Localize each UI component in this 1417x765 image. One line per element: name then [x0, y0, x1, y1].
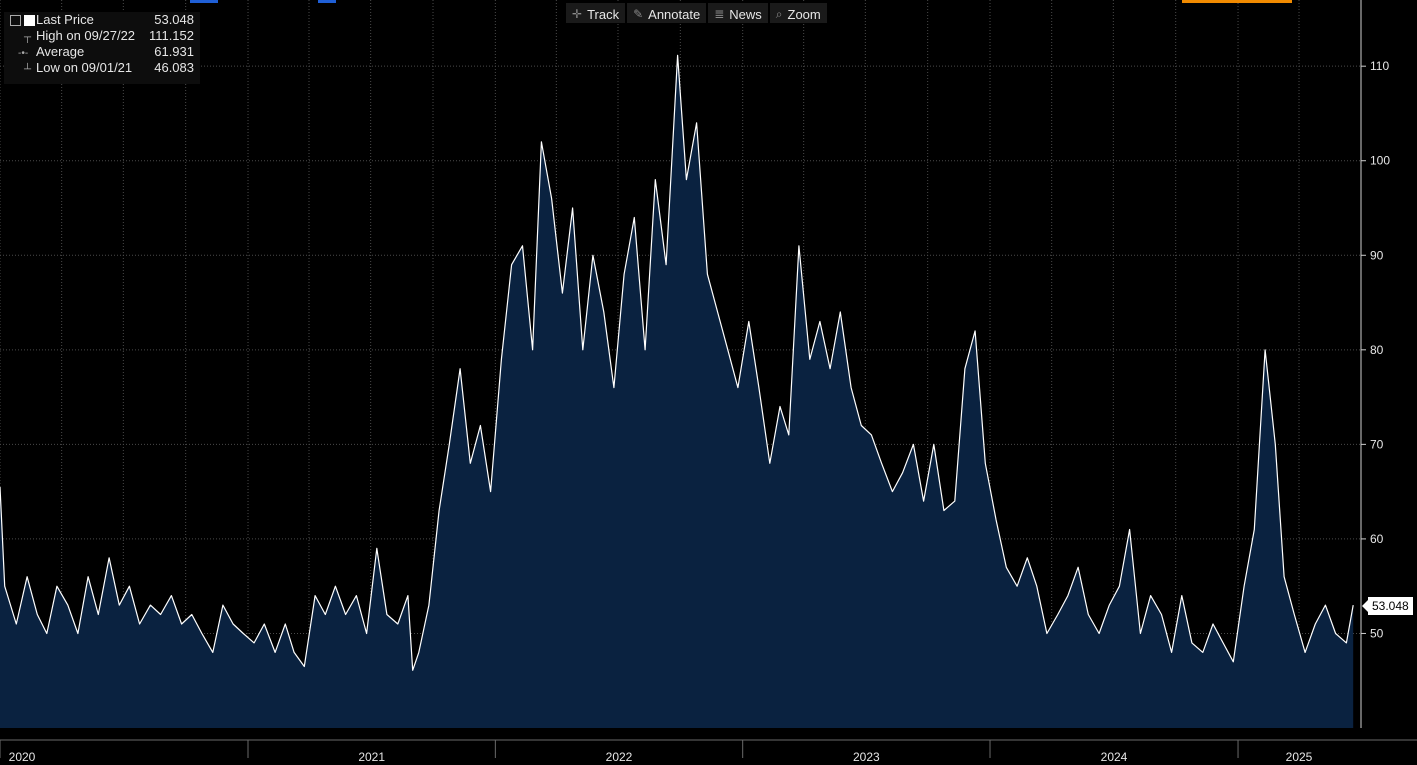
news-button[interactable]: ≣ News: [708, 3, 768, 23]
x-tick-label: 2020: [9, 750, 36, 764]
zoom-label: Zoom: [787, 6, 821, 22]
high-marker-icon: ┬: [24, 32, 32, 43]
y-tick-label: 60: [1370, 532, 1384, 546]
track-label: Track: [587, 6, 620, 22]
legend-value: 61.931: [154, 44, 194, 59]
top-accent-orange: [1182, 0, 1292, 3]
legend-label: Average: [36, 44, 85, 59]
annotate-button[interactable]: ✎ Annotate: [627, 3, 707, 23]
price-line: [0, 54, 1354, 671]
legend-label: Low on 09/01/21: [36, 60, 133, 75]
legend-value: 46.083: [154, 60, 194, 75]
legend-value: 111.152: [148, 28, 194, 43]
y-tick-label: 110: [1370, 59, 1389, 73]
zoom-button[interactable]: ⌕ Zoom: [769, 3, 827, 23]
y-tick-label: 50: [1370, 626, 1384, 640]
legend-row-last-price[interactable]: Last Price 53.048: [4, 12, 200, 28]
y-tick-label: 70: [1370, 437, 1384, 451]
x-tick-label: 2023: [853, 750, 880, 764]
legend-value: 53.048: [154, 12, 194, 27]
x-tick-label: 2024: [1101, 750, 1128, 764]
y-tick-label: 90: [1370, 248, 1384, 262]
white-square-icon: [24, 15, 35, 26]
track-button[interactable]: ✛ Track: [566, 3, 626, 23]
average-line-icon: -•-: [18, 48, 29, 59]
legend-panel: Last Price 53.048 ┬ High on 09/27/22 111…: [4, 12, 200, 84]
legend-row-average[interactable]: -•- Average 61.931: [4, 44, 200, 60]
x-tick-label: 2022: [606, 750, 633, 764]
pencil-icon: ✎: [633, 7, 644, 21]
low-marker-icon: ┴: [24, 64, 32, 75]
top-accent-blue-1: [190, 0, 218, 3]
top-accent-blue-2: [318, 0, 336, 3]
news-label: News: [729, 6, 762, 22]
y-tick-label: 80: [1370, 343, 1384, 357]
y-axis: 50 60 70 80 90 100 110: [1360, 0, 1390, 728]
legend-label: High on 09/27/22: [36, 28, 136, 43]
x-tick-label: 2025: [1286, 750, 1313, 764]
magnifier-icon: ⌕: [775, 6, 783, 21]
last-price-tag: 53.048: [1362, 597, 1413, 615]
news-icon: ≣: [714, 7, 725, 21]
legend-row-low[interactable]: ┴ Low on 09/01/21 46.083: [4, 60, 200, 76]
price-area-fill: [0, 55, 1354, 729]
x-axis: 2020 2021 2022 2023 2024 2025: [0, 739, 1417, 764]
y-tick-label: 100: [1370, 154, 1390, 168]
annotate-label: Annotate: [648, 6, 701, 22]
legend-label: Last Price: [36, 12, 94, 27]
collapse-toggle-icon[interactable]: [10, 15, 21, 26]
chart-toolbar: ✛ Track ✎ Annotate ≣ News ⌕ Zoom: [566, 3, 827, 23]
x-tick-label: 2021: [358, 750, 385, 764]
crosshair-icon: ✛: [572, 7, 583, 21]
legend-row-high[interactable]: ┬ High on 09/27/22 111.152: [4, 28, 200, 44]
